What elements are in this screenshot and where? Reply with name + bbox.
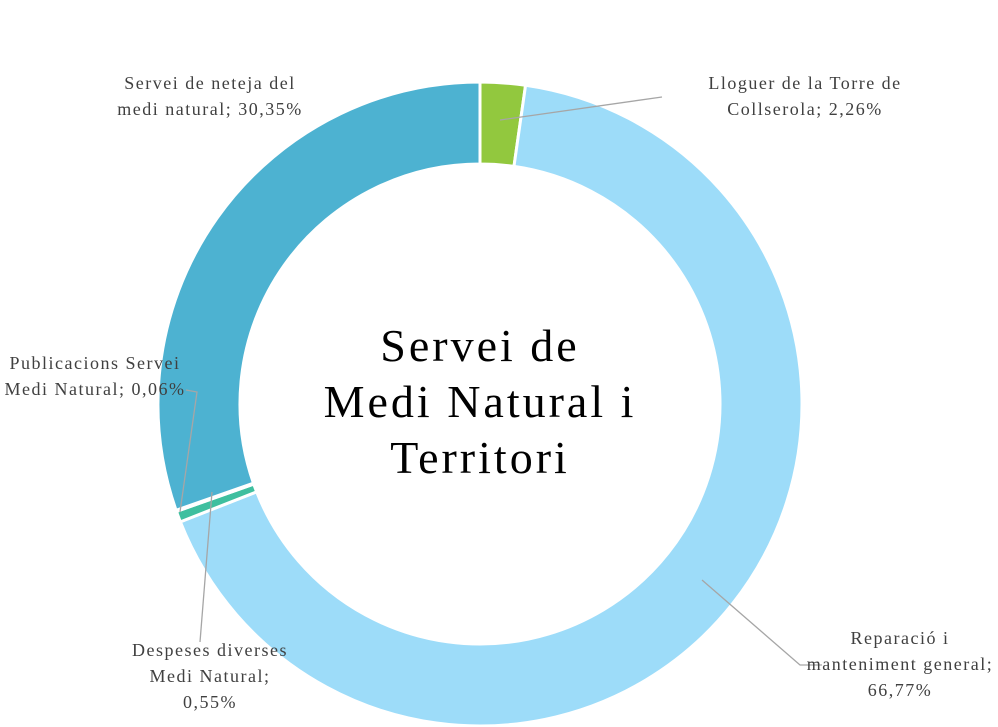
donut-segment (156, 80, 482, 513)
donut-segment (178, 83, 804, 727)
value-label: 66,77% (867, 680, 933, 700)
value-label: 2,26% (828, 99, 883, 119)
leader-line (199, 491, 213, 643)
value-label: 0,06% (131, 379, 186, 399)
category-name: Despeses diverses Medi Natural (132, 640, 288, 686)
data-label: Reparació i manteniment general; 66,77% (806, 628, 994, 700)
leader-line (179, 389, 198, 513)
value-label: 30,35% (238, 99, 303, 119)
leader-line (701, 579, 822, 666)
leader-line (499, 96, 663, 121)
data-label: Publicacions Servei Medi Natural; 0,06% (4, 353, 186, 399)
category-name: Lloguer de la Torre de Collserola (708, 73, 902, 119)
chart-title: Servei de Medi Natural i Territori (323, 320, 637, 483)
category-name: Publicacions Servei Medi Natural (4, 353, 181, 399)
value-label: 0,55% (183, 692, 237, 712)
category-name: Servei de neteja del medi natural (117, 73, 296, 119)
data-label: Servei de neteja del medi natural; 30,35… (117, 73, 303, 119)
data-label: Lloguer de la Torre de Collserola; 2,26% (708, 73, 902, 119)
data-label: Despeses diverses Medi Natural; 0,55% (132, 640, 288, 712)
category-name: Reparació i manteniment general (806, 628, 987, 674)
